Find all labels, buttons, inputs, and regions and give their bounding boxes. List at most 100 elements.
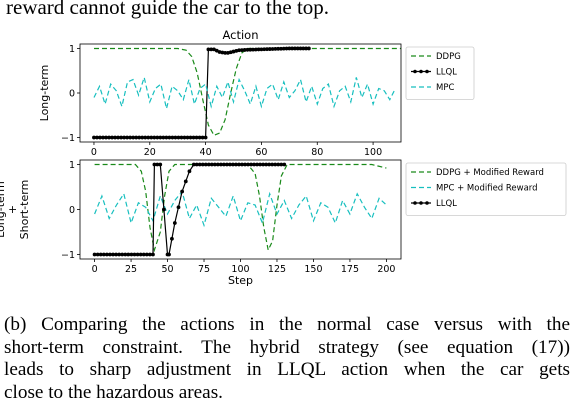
series-marker — [110, 135, 114, 140]
series-marker — [173, 135, 178, 140]
series-marker — [176, 135, 181, 140]
chart-title: Action — [222, 28, 258, 42]
x-tick-label: 175 — [341, 264, 359, 275]
series-marker — [129, 252, 134, 257]
series-marker — [212, 162, 217, 167]
chart-long-term: 0 20 40 60 80 100 −1 0 1 Action Long-term DDPG LLQL M… — [38, 28, 475, 158]
series-marker — [98, 252, 103, 257]
series-marker — [95, 252, 100, 257]
series-marker — [243, 162, 247, 167]
series-marker — [138, 252, 143, 257]
series-marker — [279, 162, 284, 167]
series-marker — [111, 252, 115, 257]
x-tick-label: 40 — [200, 147, 212, 158]
series-marker — [267, 47, 272, 51]
series-marker — [135, 252, 140, 257]
series-marker — [188, 135, 193, 140]
series-marker — [123, 252, 128, 257]
series-marker — [256, 47, 261, 52]
series-marker — [273, 162, 278, 167]
legend-marker — [419, 201, 423, 205]
series-marker — [155, 135, 160, 140]
series-marker — [95, 135, 99, 140]
series-marker — [234, 162, 238, 167]
series-marker — [172, 221, 177, 225]
series-marker — [262, 47, 267, 52]
series-marker — [167, 252, 171, 257]
x-tick-label: 50 — [161, 264, 173, 275]
series-marker — [240, 162, 244, 167]
series-marker — [146, 135, 151, 140]
x-tick-label: 25 — [125, 264, 137, 275]
series-marker — [170, 236, 174, 241]
series-marker — [218, 162, 223, 167]
y-axis-label-part: + — [6, 205, 19, 214]
chart-long-plus-short-term: 0 25 50 75 100 125 150 175 200 −1 0 1 Step Long-term+… — [0, 159, 567, 287]
series-marker — [92, 135, 96, 140]
y-tick-label: 1 — [69, 160, 75, 171]
x-tick-label: 150 — [304, 264, 322, 275]
series-marker — [113, 135, 117, 140]
series-marker — [101, 135, 105, 140]
series-marker — [197, 135, 202, 140]
series-marker — [128, 135, 133, 140]
series-marker — [223, 51, 228, 55]
series-marker — [132, 252, 137, 257]
series-marker — [265, 47, 269, 52]
series-marker — [221, 162, 226, 167]
series-marker — [298, 46, 303, 51]
series-marker — [276, 162, 281, 167]
legend-label: LLQL — [436, 68, 457, 78]
caption-line: short-term constraint. The hybrid strate… — [4, 336, 570, 358]
series-marker — [200, 135, 205, 140]
series-marker — [152, 162, 157, 167]
series-marker — [183, 179, 188, 184]
series-marker — [287, 46, 292, 51]
series-marker — [114, 252, 118, 257]
legend-label: MPC — [436, 83, 454, 93]
series-marker — [155, 162, 160, 167]
legend-label: DDPG + Modified Reward — [436, 168, 544, 178]
series-marker — [252, 162, 256, 167]
series-marker — [161, 135, 166, 140]
y-tick-label: 1 — [69, 44, 75, 55]
x-tick-label: 125 — [268, 264, 286, 275]
series-marker — [264, 162, 269, 167]
series-marker — [143, 135, 148, 140]
series-marker — [125, 135, 130, 140]
series-marker — [290, 46, 295, 51]
x-tick-label: 0 — [92, 264, 98, 275]
caption-line: close to the hazardous areas. — [4, 381, 223, 403]
legend-marker — [413, 201, 417, 205]
y-axis-label: Long-term — [38, 65, 51, 122]
series-marker — [279, 46, 283, 51]
series-marker — [273, 47, 278, 51]
series-marker — [246, 162, 250, 167]
series-line — [93, 75, 396, 109]
series-marker — [253, 47, 258, 52]
series-marker — [209, 162, 214, 167]
y-tick-label: −1 — [61, 250, 75, 261]
series-marker — [117, 252, 122, 257]
series-marker — [161, 207, 166, 212]
figure-caption: (b) Comparing the actions in the normal … — [4, 314, 570, 404]
y-tick-label: 0 — [69, 89, 75, 100]
series-marker — [276, 46, 281, 51]
series-marker — [270, 47, 275, 51]
series-marker — [176, 205, 181, 210]
series-marker — [281, 46, 286, 51]
x-tick-label: 100 — [364, 147, 382, 158]
x-tick-label: 0 — [91, 147, 97, 158]
legend-marker — [425, 201, 429, 205]
preceding-text-line: reward cannot guide the car to the top. — [6, 0, 330, 19]
series-marker — [179, 135, 184, 140]
x-tick-label: 20 — [144, 147, 156, 158]
y-axis-label-part: Short-term — [18, 180, 31, 240]
series-marker — [251, 47, 255, 52]
series-marker — [122, 135, 127, 140]
series-marker — [217, 50, 222, 54]
legend-label: DDPG — [436, 52, 461, 62]
series-marker — [187, 169, 192, 174]
series-marker — [194, 162, 199, 167]
series-marker — [255, 162, 260, 167]
